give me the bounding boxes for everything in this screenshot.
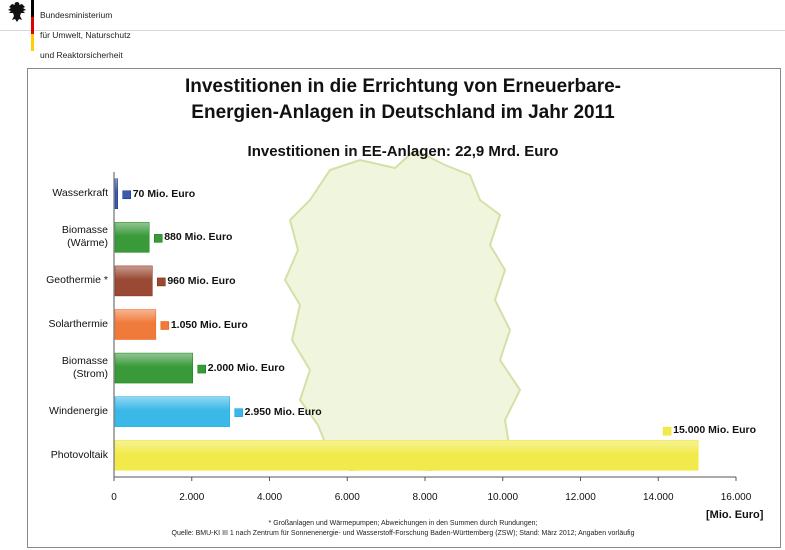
x-tick-label: 2.000 bbox=[179, 492, 205, 503]
source-note: Quelle: BMU-KI III 1 nach Zentrum für So… bbox=[171, 530, 635, 537]
bar bbox=[114, 439, 699, 471]
data-label: 70 Mio. Euro bbox=[132, 187, 196, 200]
chart-subtitle: Investitionen in EE-Anlagen: 22,9 Mrd. E… bbox=[247, 143, 559, 160]
data-label-key bbox=[197, 364, 206, 374]
x-tick-label: 14.000 bbox=[642, 492, 674, 503]
data-label: 1.050 Mio. Euro bbox=[170, 318, 248, 331]
x-tick-label: 16.000 bbox=[720, 492, 752, 503]
category-label: Geothermie * bbox=[46, 274, 108, 287]
flag-gold bbox=[31, 34, 34, 51]
category-label: Windenergie bbox=[49, 405, 108, 418]
category-label: Wasserkraft bbox=[52, 187, 108, 200]
header-bar bbox=[0, 0, 785, 31]
data-label: 880 Mio. Euro bbox=[164, 231, 233, 244]
ministry-line: und Reaktorsicherheit bbox=[40, 50, 123, 60]
chart-title: Investitionen in die Errichtung von Erne… bbox=[184, 76, 622, 123]
bar bbox=[114, 265, 153, 297]
bar bbox=[114, 396, 230, 427]
data-label: 2.950 Mio. Euro bbox=[244, 405, 322, 418]
germany-map-silhouette bbox=[283, 148, 522, 472]
ministry-name: Bundesministerium für Umwelt, Naturschut… bbox=[40, 0, 131, 70]
category-label: Solarthermie bbox=[48, 318, 108, 330]
flag-black bbox=[31, 0, 34, 17]
data-label-key bbox=[153, 234, 163, 243]
bar bbox=[114, 309, 157, 340]
bar bbox=[114, 222, 150, 253]
x-tick-label: 10.000 bbox=[487, 492, 519, 503]
data-label-key bbox=[160, 321, 170, 330]
data-label-key bbox=[122, 190, 131, 200]
data-label-key bbox=[157, 277, 166, 287]
data-label-key bbox=[234, 408, 243, 417]
data-label: 15.000 Mio. Euro bbox=[673, 424, 756, 437]
data-label: 2.000 Mio. Euro bbox=[207, 362, 285, 375]
footnote: * Großanlagen und Wärmepumpen; Abweichun… bbox=[268, 520, 538, 527]
category-label: Photovoltaik bbox=[50, 448, 108, 461]
flag-red bbox=[31, 17, 34, 34]
data-label-key bbox=[662, 426, 672, 436]
eagle-logo-icon bbox=[8, 2, 26, 22]
category-label: Biomasse (Strom) bbox=[61, 355, 108, 381]
bar bbox=[114, 178, 118, 210]
x-tick-label: 0 bbox=[111, 492, 117, 503]
ministry-line: Bundesministerium bbox=[40, 10, 113, 20]
ministry-line: für Umwelt, Naturschutz bbox=[40, 30, 131, 40]
bar bbox=[114, 352, 193, 384]
x-tick-label: 4.000 bbox=[256, 492, 283, 503]
category-label: Biomasse (Wärme) bbox=[61, 224, 108, 250]
x-axis-unit: [Mio. Euro] bbox=[706, 509, 764, 521]
data-label: 960 Mio. Euro bbox=[167, 274, 236, 287]
x-tick-label: 6.000 bbox=[334, 492, 360, 503]
x-tick-label: 12.000 bbox=[565, 492, 596, 503]
flag-stripe bbox=[31, 0, 34, 52]
x-tick-label: 8.000 bbox=[412, 492, 438, 503]
